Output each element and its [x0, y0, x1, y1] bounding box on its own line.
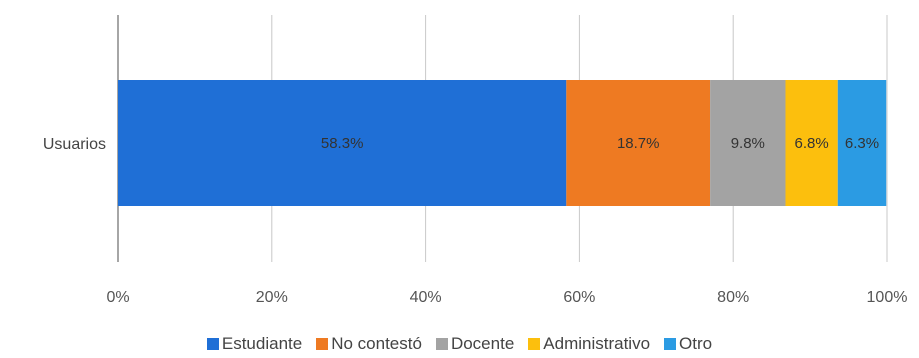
legend-swatch	[528, 338, 541, 350]
bar-segment	[118, 80, 567, 206]
stacked-bars	[118, 80, 887, 206]
legend-label: Administrativo	[543, 334, 651, 353]
legend-item: Docente	[435, 334, 515, 354]
legend-label: No contestó	[331, 334, 422, 353]
legend-label: Docente	[450, 334, 515, 353]
x-tick-label: 40%	[410, 289, 442, 306]
legend-swatch	[435, 338, 448, 350]
legend-item: Administrativo	[528, 334, 650, 354]
legend-item: Otro	[664, 334, 712, 354]
data-label: 6.8%	[795, 135, 829, 152]
x-tick-labels: 0% 20% 40% 60% 80% 100%	[106, 289, 907, 306]
legend-label: Estudiante	[221, 334, 303, 353]
data-label: 18.7%	[617, 135, 660, 152]
x-tick-label: 0%	[106, 289, 129, 306]
x-tick-label: 100%	[867, 289, 908, 306]
bar-segment	[785, 80, 838, 206]
bar-segment	[566, 80, 711, 206]
x-tick-label: 60%	[563, 289, 595, 306]
x-tick-label: 20%	[256, 289, 288, 306]
bar-segment	[710, 80, 786, 206]
legend-label: Otro	[679, 334, 713, 353]
legend-swatch	[316, 338, 329, 350]
legend-item: Estudiante	[206, 334, 303, 354]
x-tick-label: 80%	[717, 289, 749, 306]
category-label: Usuarios	[43, 136, 106, 153]
legend-item: No contestó	[316, 334, 422, 354]
data-label: 9.8%	[731, 135, 765, 152]
data-label: 6.3%	[845, 135, 879, 152]
legend-swatch	[206, 338, 219, 350]
segment-labels: 58.3% 18.7% 9.8% 6.8% 6.3%	[321, 135, 879, 152]
legend-swatch	[664, 338, 677, 350]
data-label: 58.3%	[321, 135, 364, 152]
legend: Estudiante No contestó Docente Administrati…	[0, 334, 919, 354]
bar-segment	[837, 80, 887, 206]
category-labels: Usuarios	[43, 136, 106, 153]
